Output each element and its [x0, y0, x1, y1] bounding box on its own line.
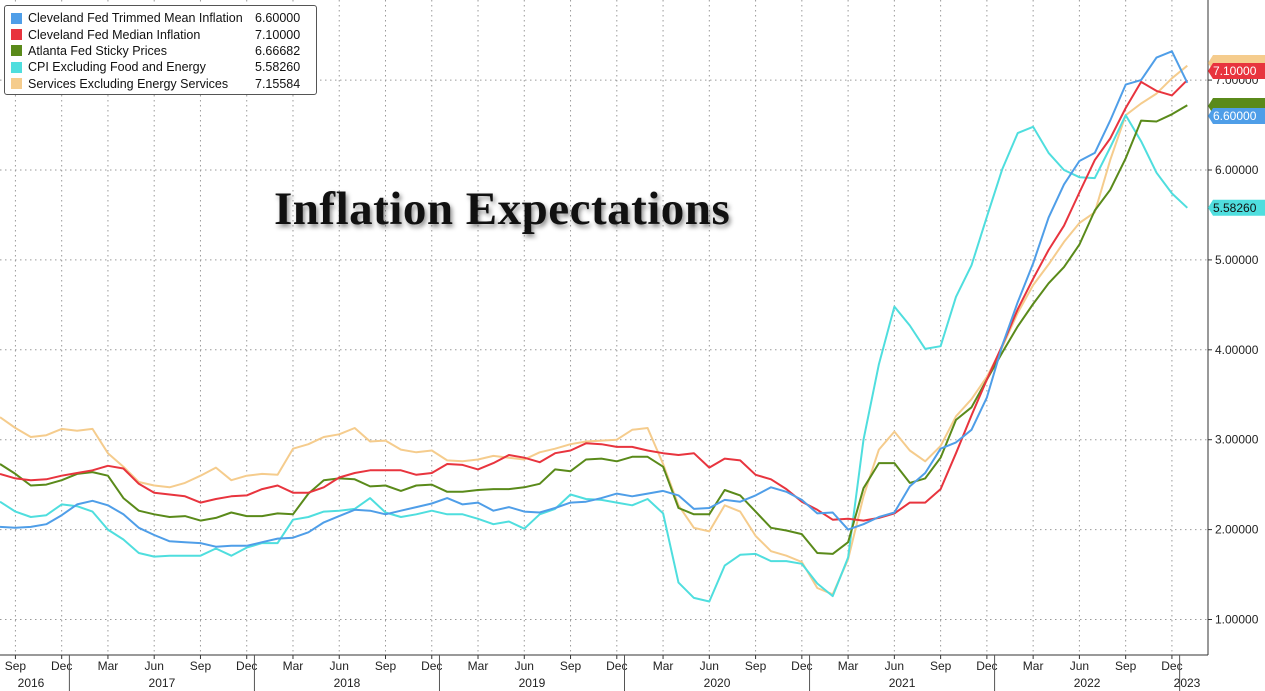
legend-item: Cleveland Fed Median Inflation 7.10000	[11, 26, 316, 42]
y-tick-label: 2.00000	[1215, 523, 1259, 537]
x-tick-label: Mar	[468, 659, 489, 673]
x-year-label: 2021	[889, 676, 916, 690]
legend-series-name: CPI Excluding Food and Energy	[28, 60, 206, 75]
legend-item: Atlanta Fed Sticky Prices 6.66682	[11, 43, 316, 59]
legend-swatch	[11, 61, 22, 73]
value-tag-box	[1208, 108, 1265, 124]
x-tick-label: Jun	[1070, 659, 1089, 673]
legend-series-name: Cleveland Fed Trimmed Mean Inflation	[28, 11, 243, 26]
y-tick-label: 6.00000	[1215, 163, 1259, 177]
y-axis-tick-labels: 1.00000 2.00000 3.00000 4.00000 5.00000 6.000…	[1208, 73, 1259, 627]
x-tick-label: Jun	[145, 659, 164, 673]
legend-last-value: 5.58260	[255, 60, 301, 75]
value-tag: 6.60000	[1208, 108, 1265, 124]
legend-series-name: Atlanta Fed Sticky Prices	[28, 43, 167, 58]
value-tag-box	[1208, 199, 1265, 216]
series-lines	[0, 50, 1189, 603]
x-tick-label: Dec	[1161, 659, 1182, 673]
legend-swatch	[11, 12, 22, 24]
x-year-label: 2022	[1074, 676, 1101, 690]
legend-series-name: Services Excluding Energy Services	[28, 76, 229, 91]
last-value-tags: 7.10000 6.60000 5.58260	[1208, 55, 1265, 216]
x-year-label: 2016	[18, 676, 45, 690]
y-tick-label: 5.00000	[1215, 253, 1259, 267]
x-tick-label: Mar	[283, 659, 304, 673]
value-tag-box	[1208, 63, 1265, 79]
y-tick-label: 3.00000	[1215, 433, 1259, 447]
x-tick-label: Sep	[5, 659, 27, 673]
x-tick-label: Jun	[515, 659, 534, 673]
value-tag-label: 6.60000	[1213, 109, 1257, 123]
x-tick-label: Mar	[1023, 659, 1044, 673]
x-year-label: 2019	[519, 676, 546, 690]
chart-legend: Cleveland Fed Trimmed Mean Inflation 6.6…	[4, 5, 317, 95]
value-tag-label: 7.10000	[1213, 64, 1257, 78]
legend-last-value: 7.15584	[255, 76, 301, 91]
value-tag: 5.58260	[1208, 199, 1265, 216]
x-tick-label: Dec	[51, 659, 72, 673]
legend-swatch	[11, 29, 22, 41]
axes	[0, 0, 1209, 656]
legend-item: CPI Excluding Food and Energy 5.58260	[11, 59, 316, 75]
grid-lines	[0, 0, 1208, 655]
x-year-label: 2018	[334, 676, 361, 690]
x-year-label: 2023	[1174, 676, 1201, 690]
value-tag: 7.10000	[1208, 63, 1265, 79]
x-year-label: 2017	[149, 676, 176, 690]
chart-title: Inflation Expectations	[274, 183, 731, 235]
legend-item: Services Excluding Energy Services 7.155…	[11, 76, 316, 92]
legend-last-value: 6.66682	[255, 43, 301, 58]
x-year-label: 2020	[704, 676, 731, 690]
x-tick-label: Mar	[653, 659, 674, 673]
x-tick-label: Dec	[606, 659, 627, 673]
x-tick-label: Sep	[745, 659, 767, 673]
x-tick-label: Dec	[236, 659, 257, 673]
x-tick-label: Jun	[700, 659, 719, 673]
x-tick-label: Jun	[330, 659, 349, 673]
x-tick-label: Sep	[375, 659, 397, 673]
x-tick-label: Sep	[930, 659, 952, 673]
x-tick-label: Jun	[885, 659, 904, 673]
x-tick-label: Mar	[98, 659, 119, 673]
x-tick-label: Sep	[190, 659, 212, 673]
legend-swatch	[11, 45, 22, 57]
x-tick-label: Sep	[1115, 659, 1137, 673]
legend-last-value: 7.10000	[255, 27, 301, 42]
x-tick-label: Sep	[560, 659, 582, 673]
x-axis-tick-labels: Sep Dec Mar Jun Sep Dec Mar Jun Sep Dec Mar Jun Sep D…	[5, 655, 1201, 691]
legend-swatch	[11, 78, 22, 90]
legend-last-value: 6.60000	[255, 11, 301, 26]
value-tag-label: 5.58260	[1213, 201, 1257, 215]
series-line	[0, 79, 1189, 522]
legend-series-name: Cleveland Fed Median Inflation	[28, 27, 201, 42]
legend-item: Cleveland Fed Trimmed Mean Inflation 6.6…	[11, 10, 316, 26]
x-tick-label: Dec	[421, 659, 442, 673]
y-tick-label: 4.00000	[1215, 343, 1259, 357]
x-tick-label: Mar	[838, 659, 859, 673]
x-tick-label: Dec	[976, 659, 997, 673]
x-tick-label: Dec	[791, 659, 812, 673]
y-tick-label: 1.00000	[1215, 613, 1259, 627]
series-line	[0, 50, 1189, 548]
